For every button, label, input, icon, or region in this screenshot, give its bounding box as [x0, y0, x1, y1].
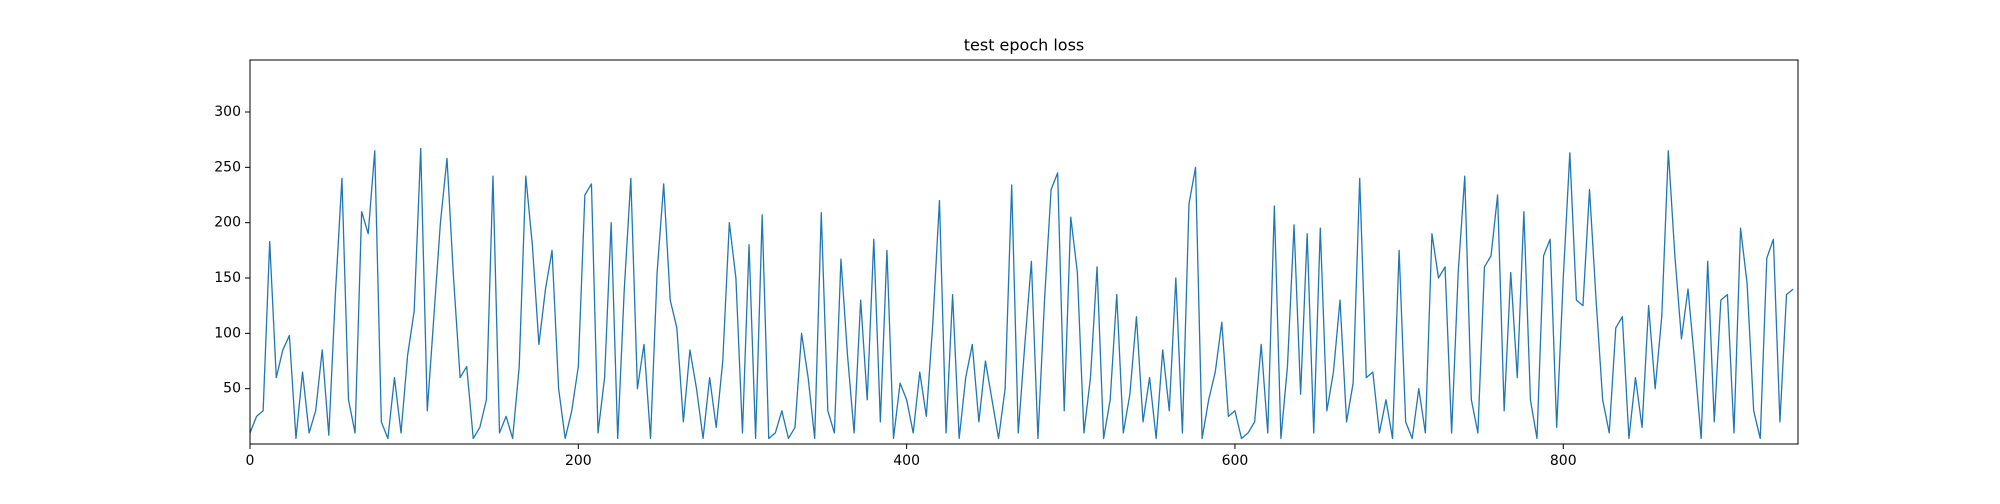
x-tick-label: 200 — [565, 453, 592, 469]
x-tick-label: 800 — [1550, 453, 1577, 469]
x-tick-label: 400 — [893, 453, 920, 469]
y-tick-label: 150 — [214, 270, 241, 286]
y-tick-label: 300 — [214, 104, 241, 120]
y-tick-label: 200 — [214, 215, 241, 231]
y-tick-label: 50 — [223, 381, 241, 397]
x-tick-label: 600 — [1222, 453, 1249, 469]
chart-title: test epoch loss — [964, 36, 1085, 55]
x-tick-label: 0 — [246, 453, 255, 469]
plot-frame — [249, 59, 1799, 445]
y-tick-label: 100 — [214, 325, 241, 341]
y-tick-label: 250 — [214, 159, 241, 175]
loss-line — [250, 147, 1794, 440]
